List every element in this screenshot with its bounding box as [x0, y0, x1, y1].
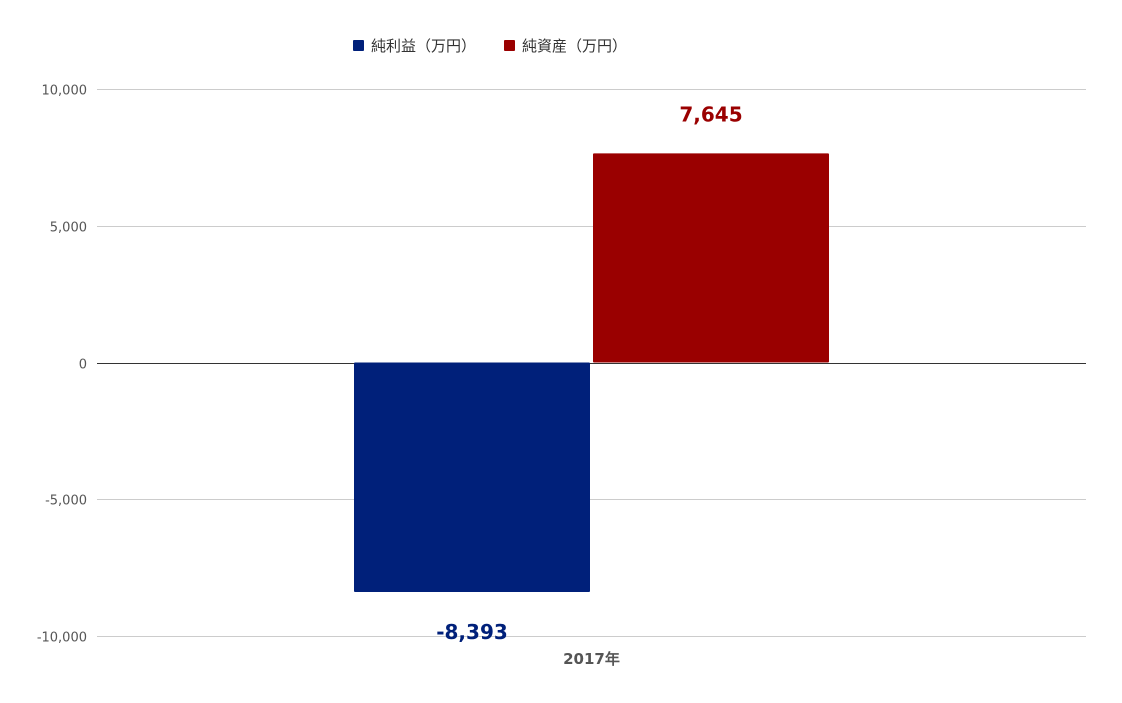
bar-net-income [354, 362, 590, 593]
x-category-label: 2017年 [563, 650, 620, 668]
data-label-net-income: -8,393 [436, 620, 508, 644]
y-tick-label: -5,000 [45, 494, 87, 509]
y-tick-label: 0 [79, 358, 87, 373]
y-tick-label: 5,000 [50, 221, 87, 236]
data-label-net-assets: 7,645 [679, 102, 742, 126]
legend-label-net-assets: 純資産（万円） [522, 37, 627, 55]
legend-swatch-net-income [353, 40, 364, 51]
legend-label-net-income: 純利益（万円） [371, 37, 476, 55]
bar-net-assets [593, 153, 829, 363]
y-tick-label: 10,000 [42, 84, 88, 99]
y-tick-label: -10,000 [37, 631, 87, 646]
legend-swatch-net-assets [504, 40, 515, 51]
